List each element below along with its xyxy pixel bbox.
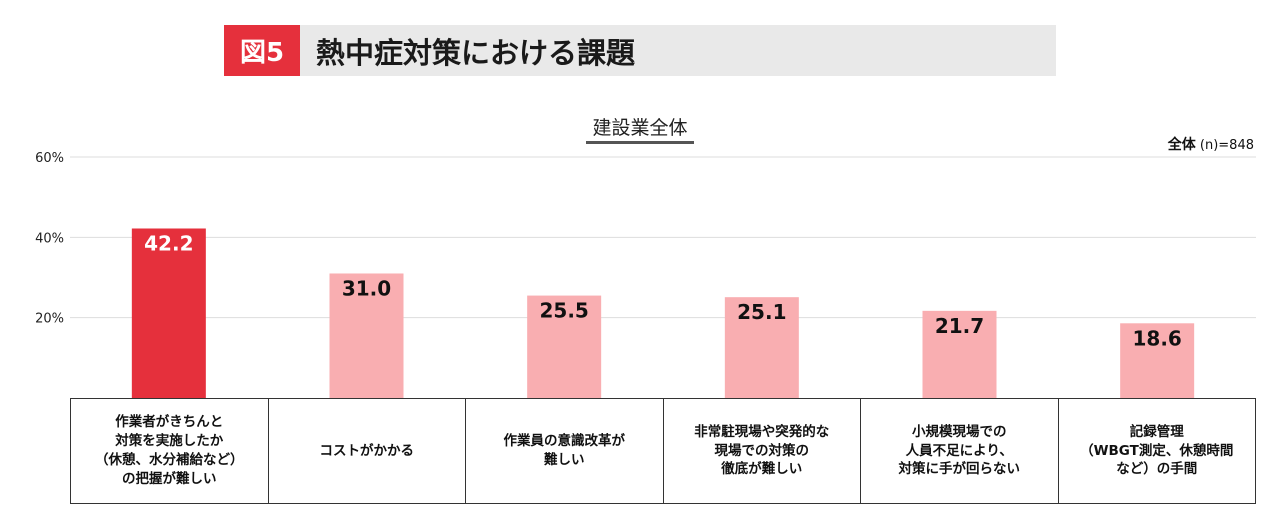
bar-value-label: 25.5	[539, 299, 588, 323]
bar	[1120, 323, 1195, 398]
category-label: 作業者がきちんと 対策を実施したか （休憩、水分補給など） の把握が難しい	[71, 399, 269, 503]
figure-title: 熱中症対策における課題	[316, 35, 636, 70]
figure-badge: 図5	[224, 25, 300, 76]
header-bar	[224, 25, 1056, 76]
bar	[724, 297, 799, 398]
subtitle-underline	[586, 141, 694, 144]
bar-value-label: 18.6	[1132, 326, 1181, 350]
category-label: コストがかかる	[269, 399, 466, 503]
sample-size: 全体 (n)=848	[1168, 134, 1254, 154]
sample-size-value: (n)=848	[1199, 138, 1254, 153]
bar-value-label: 42.2	[144, 231, 193, 255]
y-tick-label: 40%	[35, 231, 64, 246]
y-tick-label: 20%	[35, 312, 64, 327]
bar-value-label: 31.0	[342, 276, 391, 300]
category-table: 作業者がきちんと 対策を実施したか （休憩、水分補給など） の把握が難しい コスト…	[70, 398, 1256, 504]
bar	[329, 273, 404, 398]
bar	[527, 295, 602, 398]
bar-value-label: 21.7	[935, 314, 984, 338]
sample-size-label: 全体	[1167, 137, 1196, 153]
category-label: 記録管理 （WBGT測定、休憩時間 など）の手間	[1080, 423, 1234, 478]
bar-value-label: 25.1	[737, 300, 786, 324]
category-label: 小規模現場での 人員不足により、 対策に手が回らない	[861, 399, 1059, 503]
category-label: 作業員の意識改革が 難しい	[466, 399, 664, 503]
bar	[131, 228, 206, 398]
chart-subtitle: 建設業全体	[592, 117, 688, 139]
category-label: 非常駐現場や突発的な 現場での対策の 徹底が難しい	[664, 399, 861, 503]
y-tick-label: 60%	[35, 151, 64, 166]
bar	[922, 310, 997, 398]
